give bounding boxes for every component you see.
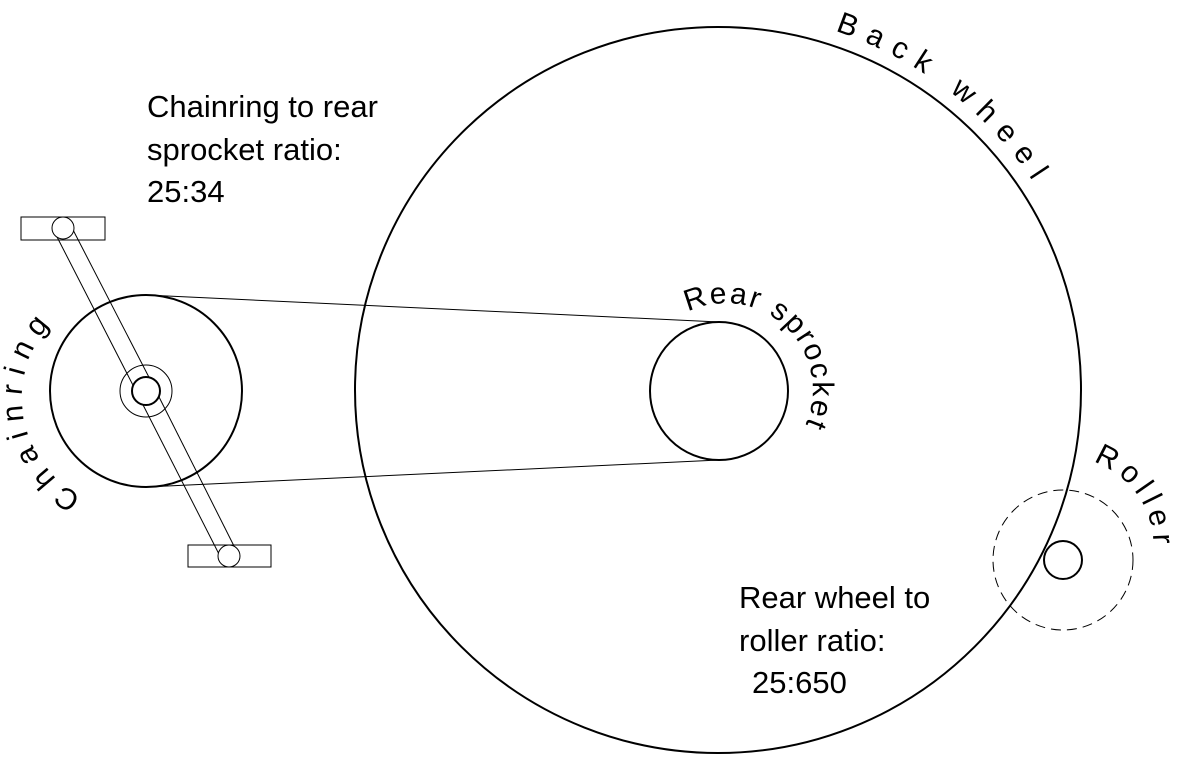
roller <box>1043 540 1083 580</box>
crank-arm <box>69 223 155 388</box>
chain-bottom <box>145 459 720 488</box>
note-line: 25:650 <box>752 665 847 700</box>
back-wheel-label: Back wheel <box>833 6 1061 194</box>
note-line: Rear wheel to <box>739 580 930 615</box>
label-path: Roller <box>1090 438 1173 550</box>
rear-sprocket <box>649 321 789 461</box>
chain-top <box>145 294 720 323</box>
note-line: sprocket ratio: <box>147 132 342 167</box>
crank-arm <box>153 386 238 553</box>
crank-axle <box>131 376 161 406</box>
crank-arm <box>137 394 223 561</box>
crank-arm <box>54 232 139 396</box>
pedal-axle <box>51 216 75 240</box>
crank-hub <box>119 364 173 418</box>
roller-outline <box>992 489 1134 631</box>
note-line: roller ratio: <box>739 623 885 658</box>
chainring-label: Chainring <box>0 302 85 519</box>
label-path: Rear sprocket <box>680 277 837 436</box>
rear-sprocket-label: Rear sprocket <box>680 277 839 436</box>
note-line: 25:34 <box>147 174 225 209</box>
chainring <box>49 294 243 488</box>
label-path: Back wheel <box>833 6 1050 194</box>
roller-label: Roller <box>1090 438 1179 550</box>
pedal-axle <box>217 544 241 568</box>
label-path: Chainring <box>0 302 76 519</box>
back-wheel <box>354 26 1082 754</box>
note-line: Chainring to rear <box>147 89 378 124</box>
